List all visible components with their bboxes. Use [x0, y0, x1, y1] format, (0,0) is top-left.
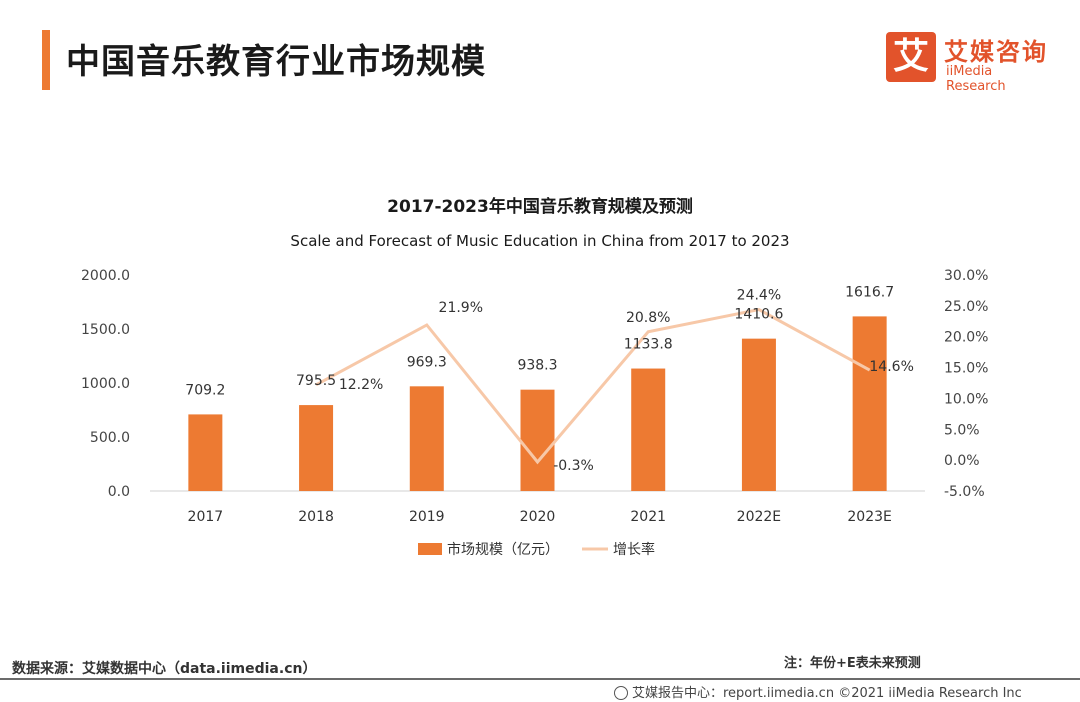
bar	[520, 389, 555, 491]
x-tick-label: 2021	[630, 509, 666, 525]
x-tick-label: 2019	[409, 509, 445, 525]
bar	[741, 338, 776, 491]
x-tick-label: 2023E	[847, 509, 891, 525]
y-right-tick-label: 10.0%	[944, 391, 988, 407]
title-accent-bar	[42, 30, 50, 90]
x-tick-label: 2017	[188, 509, 224, 525]
bar-value-label: 1133.8	[624, 337, 673, 353]
y-right-tick-label: 30.0%	[944, 268, 988, 284]
chart-subtitle: Scale and Forecast of Music Education in…	[290, 232, 789, 250]
bar	[299, 405, 334, 491]
growth-rate-label: 12.2%	[339, 377, 383, 393]
logo-name-cn: 艾媒咨询	[944, 38, 1048, 66]
growth-rate-label: 21.9%	[439, 300, 483, 316]
bar	[631, 368, 666, 491]
bar-value-label: 709.2	[185, 382, 225, 398]
bar	[852, 316, 887, 491]
growth-rate-label: -0.3%	[553, 458, 594, 474]
copyright-text: 艾媒报告中心：report.iimedia.cn ©2021 iiMedia R…	[632, 686, 1022, 701]
y-left-tick-label: 1000.0	[81, 376, 130, 392]
y-right-tick-label: -5.0%	[944, 484, 985, 500]
growth-rate-line	[315, 307, 871, 465]
x-tick-label: 2020	[520, 509, 556, 525]
footer-divider	[0, 678, 1080, 680]
copyright-line: 艾媒报告中心：report.iimedia.cn ©2021 iiMedia R…	[614, 682, 1022, 701]
growth-rate-label: 24.4%	[737, 288, 781, 304]
y-right-tick-label: 20.0%	[944, 330, 988, 346]
legend-label-line: 增长率	[613, 541, 655, 558]
growth-rate-label: 20.8%	[626, 310, 670, 326]
market-size-chart: 2017-2023年中国音乐教育规模及预测 Scale and Forecast …	[81, 196, 988, 558]
report-center-icon	[614, 685, 628, 700]
chart-title: 2017-2023年中国音乐教育规模及预测	[387, 196, 693, 217]
logo-name-en: iiMedia Research	[946, 64, 1006, 94]
data-source: 数据来源：艾媒数据中心（data.iimedia.cn）	[12, 661, 317, 677]
bar-value-label: 938.3	[517, 358, 557, 374]
page-title: 中国音乐教育行业市场规模	[66, 42, 486, 82]
x-tick-label: 2022E	[737, 509, 781, 525]
bar-value-label: 1616.7	[845, 284, 894, 300]
legend-label-bars: 市场规模（亿元）	[447, 541, 559, 558]
y-left-tick-label: 500.0	[90, 430, 130, 446]
y-right-tick-label: 25.0%	[944, 299, 988, 315]
legend-swatch-bars	[418, 543, 442, 555]
growth-rate-label: 14.6%	[869, 359, 913, 375]
y-right-tick-label: 15.0%	[944, 361, 988, 377]
bar	[188, 414, 223, 491]
y-left-tick-label: 0.0	[108, 484, 130, 500]
x-tick-label: 2018	[298, 509, 334, 525]
bar-value-label: 795.5	[296, 373, 336, 389]
y-left-tick-label: 2000.0	[81, 268, 130, 284]
y-right-tick-label: 5.0%	[944, 422, 980, 438]
bar	[409, 386, 444, 491]
y-right-tick-label: 0.0%	[944, 453, 980, 469]
bar-value-label: 1410.6	[734, 307, 783, 323]
iimedia-logo: 艾 艾媒咨询 iiMedia Research	[886, 32, 1056, 94]
forecast-note: 注：年份+E表未来预测	[784, 656, 921, 671]
y-left-tick-label: 1500.0	[81, 322, 130, 338]
logo-mark-icon: 艾	[886, 32, 936, 82]
bar-value-label: 969.3	[407, 354, 447, 370]
